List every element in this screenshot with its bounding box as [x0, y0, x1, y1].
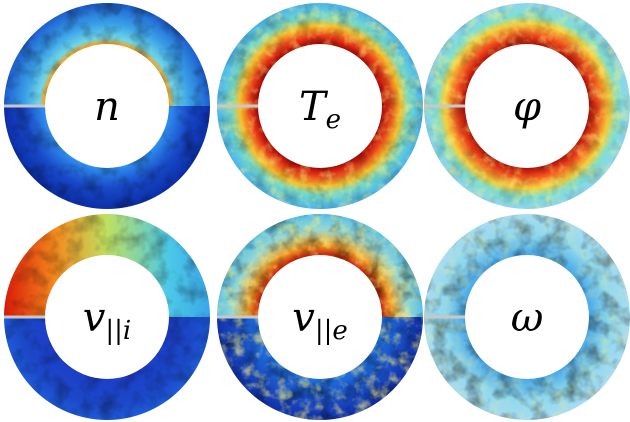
panel: ω — [424, 214, 630, 420]
panel: v||e — [217, 214, 423, 420]
panel: φ — [424, 3, 630, 209]
panel-label: Te — [299, 84, 341, 135]
panel: Te — [217, 3, 423, 209]
panel-label: v||e — [292, 295, 348, 346]
panel: n — [4, 3, 210, 209]
panel-label: v||i — [83, 295, 131, 346]
panel: v||i — [4, 214, 210, 420]
panel-label: n — [94, 84, 120, 130]
panel-label: φ — [513, 84, 541, 130]
panel-label: ω — [511, 295, 544, 341]
figure: n Te φ v||i v||e ω — [0, 0, 630, 422]
